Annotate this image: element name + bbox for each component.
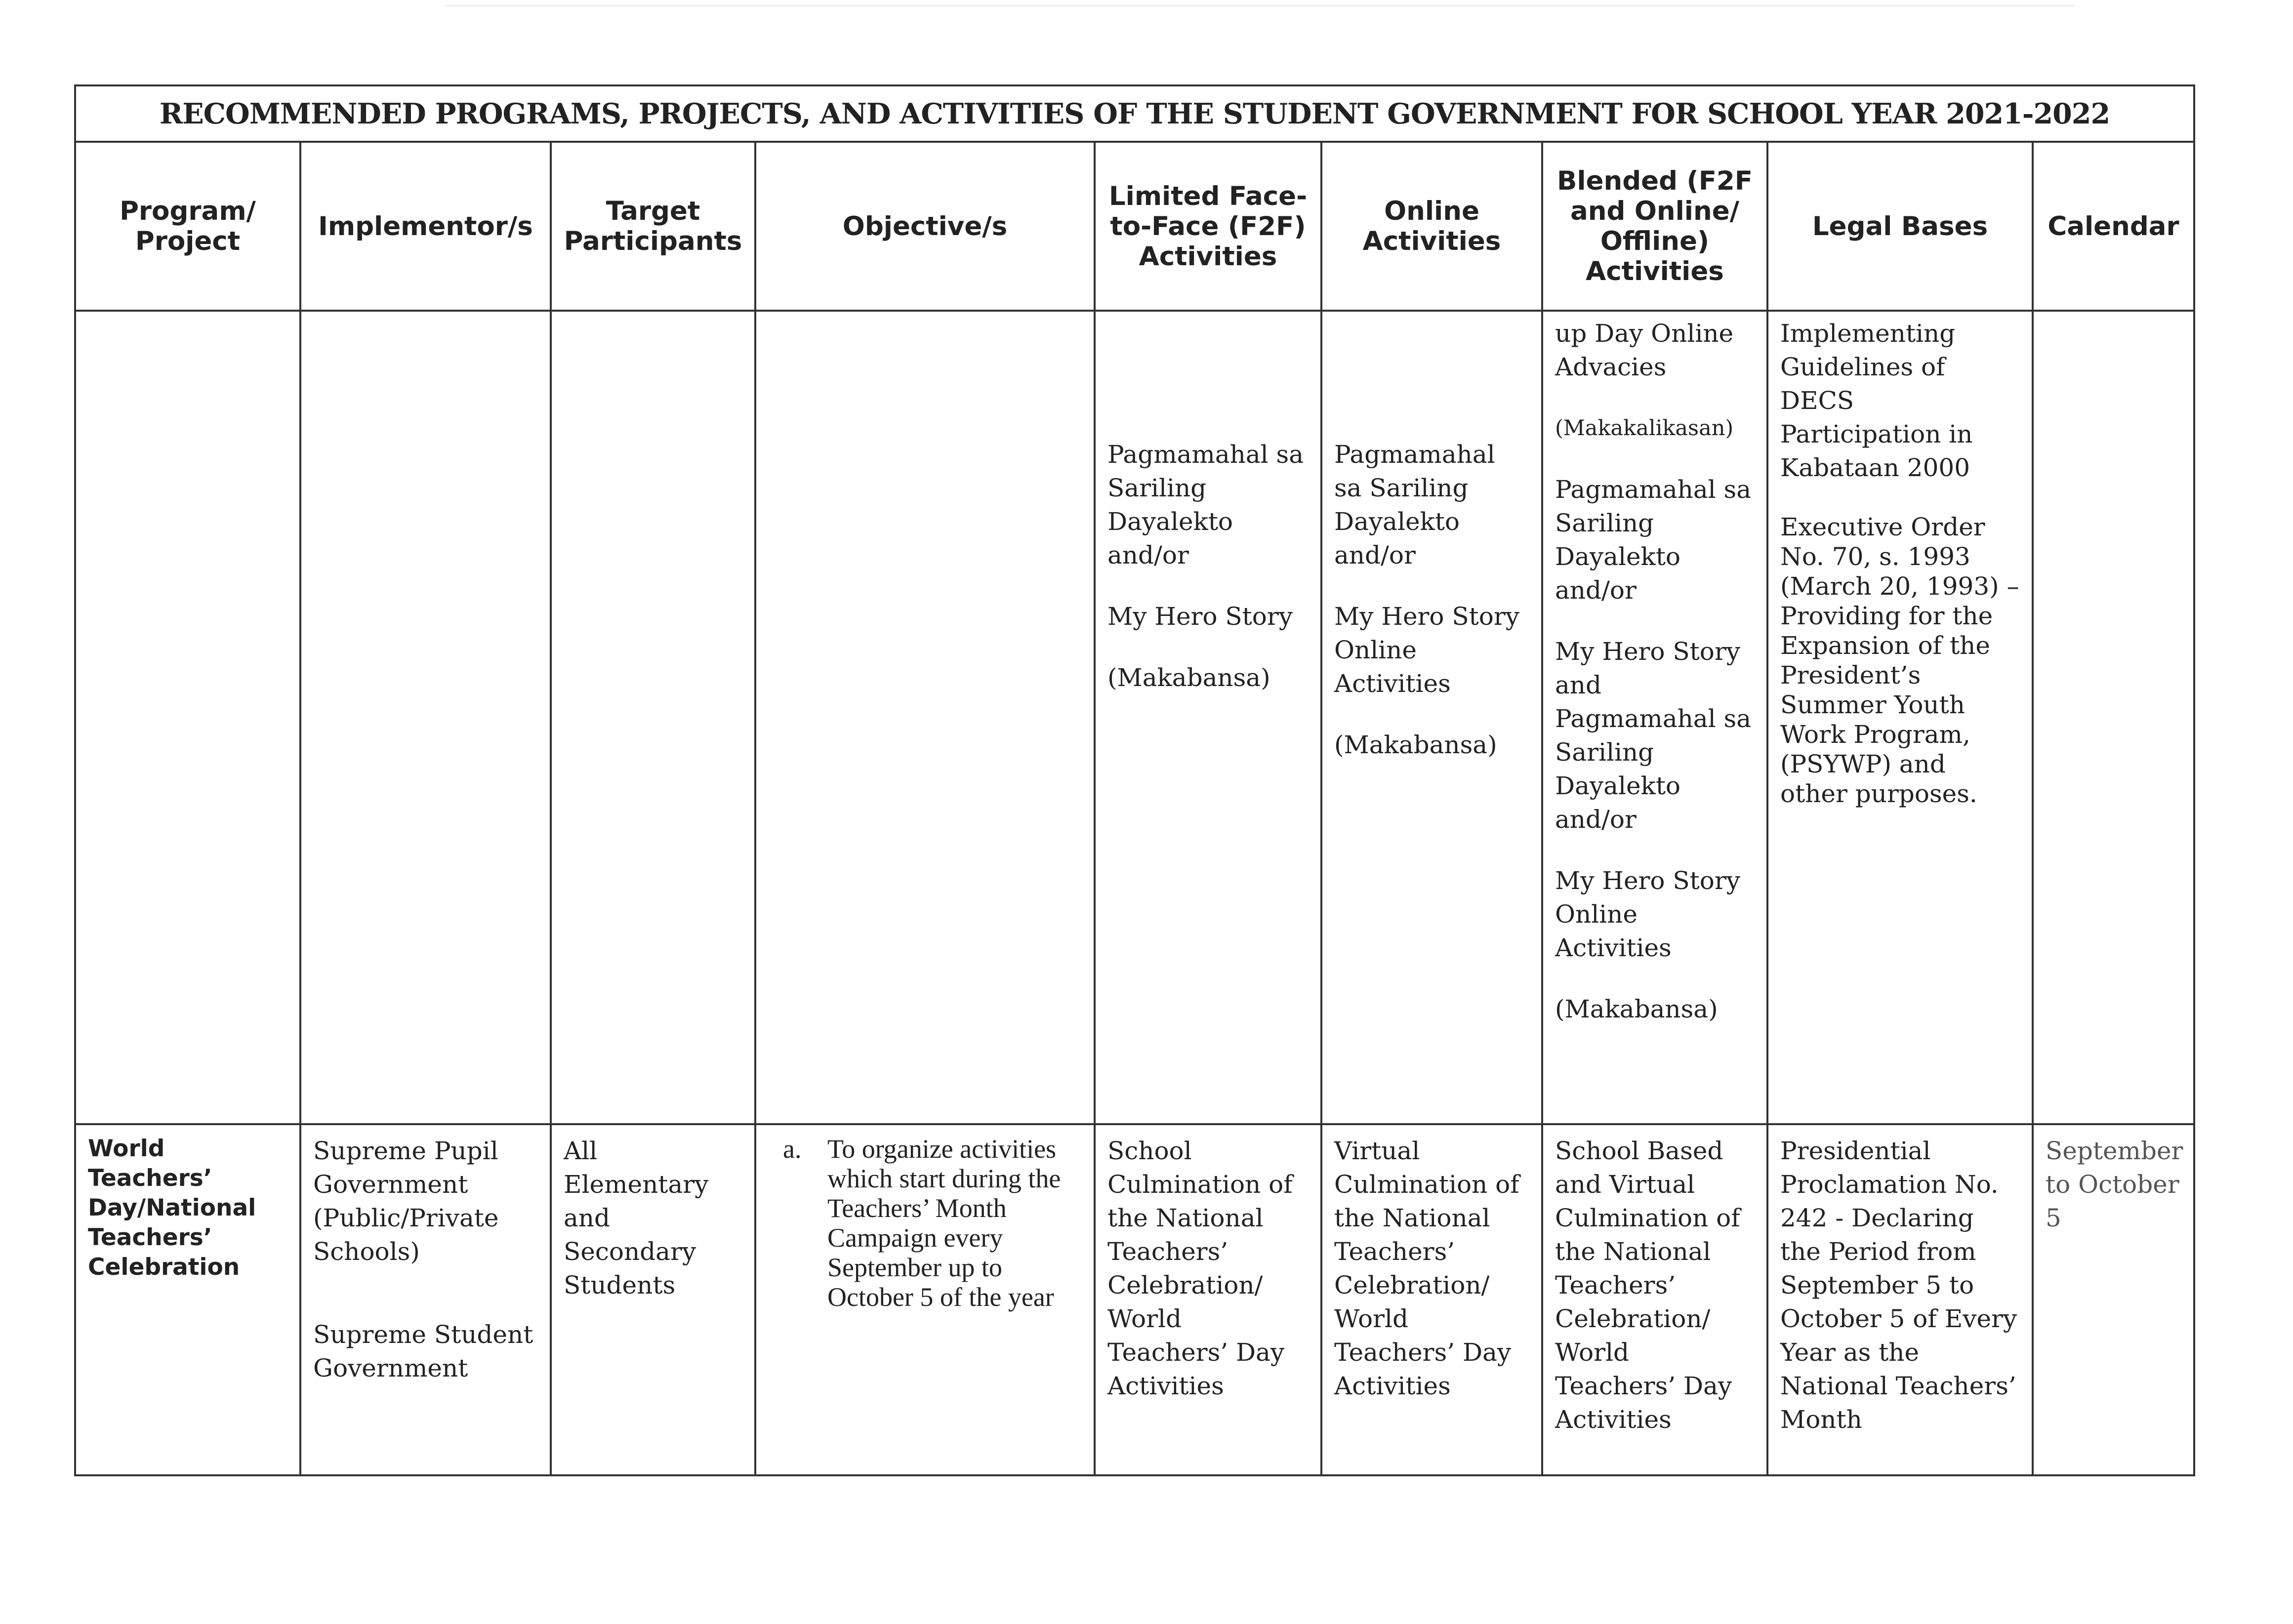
- cell-paragraph: (Makabansa): [1334, 731, 1497, 759]
- cell-paragraph: Pagmamahal sa Sariling Dayalekto and/or: [1334, 440, 1495, 569]
- cell-paragraph: (Makabansa): [1107, 663, 1270, 692]
- cell-implementors: Supreme Pupil Government (Public/Private…: [299, 1123, 552, 1476]
- cell-program: [74, 310, 301, 1125]
- table-row: Pagmamahal sa Sariling Dayalekto and/or M…: [74, 310, 2196, 1125]
- cell-paragraph: School Based and Virtual Culmination of …: [1555, 1137, 1740, 1434]
- cell-paragraph: Executive Order No. 70, s. 1993 (March 2…: [1780, 513, 2019, 808]
- cell-f2f: Pagmamahal sa Sariling Dayalekto and/or M…: [1094, 310, 1322, 1125]
- cell-calendar: September to October 5: [2031, 1123, 2196, 1476]
- cell-online: Pagmamahal sa Sariling Dayalekto and/or M…: [1320, 310, 1543, 1125]
- cell-paragraph: (Makabansa): [1555, 995, 1718, 1023]
- cell-implementors: [299, 310, 552, 1125]
- cell-program: World Teachers’ Day/National Teachers’ C…: [74, 1123, 301, 1476]
- table-row: World Teachers’ Day/National Teachers’ C…: [74, 1123, 2196, 1476]
- program-name: World Teachers’ Day/National Teachers’ C…: [88, 1135, 256, 1281]
- cell-paragraph: Implementing Guidelines of DECS Particip…: [1780, 319, 1973, 482]
- header-blended-activities: Blended (F2F and Online/ Offline) Activi…: [1541, 141, 1768, 312]
- header-objectives: Objective/s: [754, 141, 1096, 312]
- implementor: Supreme Pupil Government (Public/Private…: [313, 1137, 499, 1266]
- cell-legal: Implementing Guidelines of DECS Particip…: [1766, 310, 2034, 1125]
- cell-paragraph: My Hero Story Online Activities: [1334, 602, 1520, 698]
- cell-online: Virtual Culmination of the National Teac…: [1320, 1123, 1543, 1476]
- cell-paragraph: September to October 5: [2046, 1137, 2183, 1232]
- cell-paragraph: Pagmamahal sa Sariling Dayalekto and/or: [1107, 440, 1304, 569]
- cell-participants: All Elementary and Secondary Students: [550, 1123, 756, 1476]
- implementor: Supreme Student Government: [313, 1320, 533, 1382]
- cell-paragraph: My Hero Story Online Activities: [1555, 866, 1741, 962]
- cell-paragraph: (Makakalikasan): [1555, 416, 1734, 441]
- cell-objectives: a. To organize activities which start du…: [754, 1123, 1096, 1476]
- cell-paragraph: School Culmination of the National Teach…: [1107, 1137, 1293, 1400]
- cell-legal: Presidential Proclamation No. 242 - Decl…: [1766, 1123, 2034, 1476]
- cell-paragraph: Virtual Culmination of the National Teac…: [1334, 1137, 1519, 1400]
- header-implementors: Implementor/s: [299, 141, 552, 312]
- table-title: RECOMMENDED PROGRAMS, PROJECTS, AND ACTI…: [74, 84, 2196, 143]
- header-target-participants: Target Participants: [550, 141, 756, 312]
- header-legal-bases: Legal Bases: [1766, 141, 2034, 312]
- programs-table: RECOMMENDED PROGRAMS, PROJECTS, AND ACTI…: [74, 84, 2196, 1476]
- page-top-edge: [445, 5, 2075, 6]
- header-program: Program/ Project: [74, 141, 301, 312]
- cell-blended: School Based and Virtual Culmination of …: [1541, 1123, 1768, 1476]
- cell-paragraph: My Hero Story and Pagmamahal sa Sariling…: [1555, 637, 1752, 834]
- cell-paragraph: All Elementary and Secondary Students: [564, 1137, 709, 1299]
- cell-paragraph: Presidential Proclamation No. 242 - Decl…: [1780, 1137, 2017, 1434]
- cell-objectives: [754, 310, 1096, 1125]
- objective-marker: a.: [783, 1134, 802, 1164]
- objective-item: a. To organize activities which start du…: [768, 1134, 1082, 1312]
- cell-calendar: [2031, 310, 2196, 1125]
- cell-paragraph: up Day Online Advacies: [1555, 319, 1734, 381]
- cell-paragraph: Pagmamahal sa Sariling Dayalekto and/or: [1555, 475, 1752, 605]
- cell-paragraph: My Hero Story: [1107, 602, 1293, 631]
- objective-text: To organize activities which start durin…: [827, 1134, 1061, 1312]
- cell-participants: [550, 310, 756, 1125]
- header-row: Program/ Project Implementor/s Target Pa…: [74, 141, 2196, 312]
- header-f2f-activities: Limited Face-to-Face (F2F) Activities: [1094, 141, 1322, 312]
- cell-blended: up Day Online Advacies (Makakalikasan) Pag…: [1541, 310, 1768, 1125]
- header-online-activities: Online Activities: [1320, 141, 1543, 312]
- header-calendar: Calendar: [2031, 141, 2196, 312]
- cell-f2f: School Culmination of the National Teach…: [1094, 1123, 1322, 1476]
